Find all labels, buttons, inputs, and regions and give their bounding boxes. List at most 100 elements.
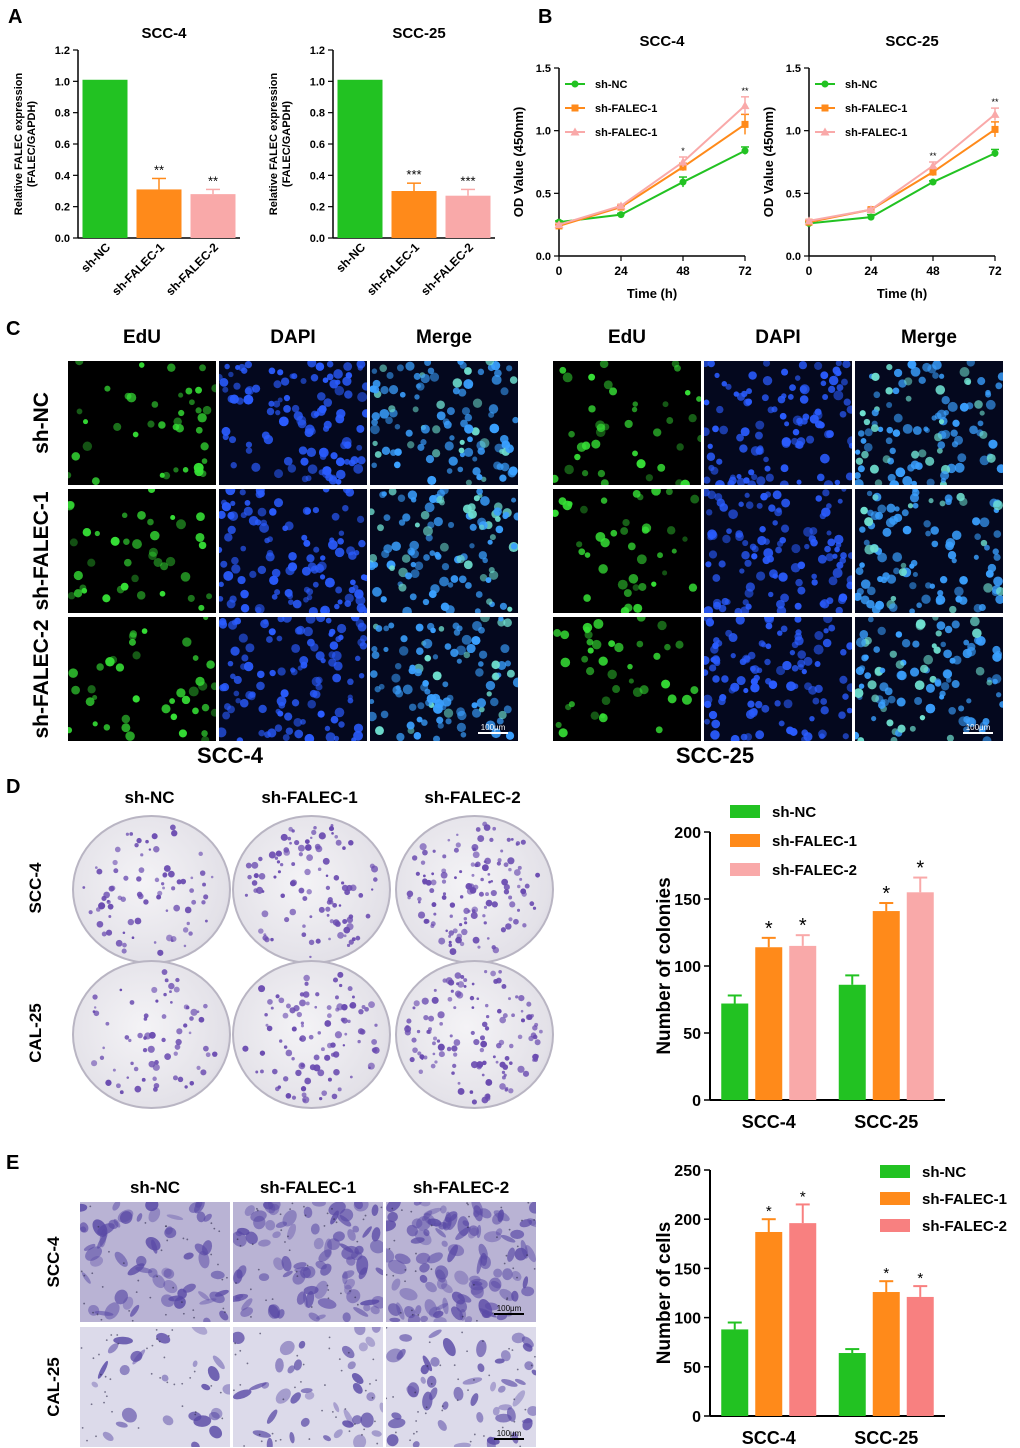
data-point [616, 201, 626, 210]
y-axis-label: OD Value (450nm) [511, 107, 526, 218]
y-tick-label: 0.8 [310, 108, 325, 120]
y-tick-label: 150 [674, 1261, 701, 1278]
y-axis-label: OD Value (450nm) [761, 107, 776, 218]
row-label: sh-FALEC-1 [30, 491, 53, 611]
legend-label: sh-FALEC-1 [845, 103, 907, 115]
y-tick-label: 50 [683, 1026, 701, 1043]
legend-swatch [880, 1165, 910, 1178]
bar [337, 79, 383, 239]
series-line [808, 113, 996, 222]
legend-marker [820, 127, 830, 136]
colony-row-label: SCC-4 [26, 861, 45, 914]
channel-header-edu: EdU [123, 327, 161, 348]
y-tick-label: 0.0 [786, 251, 801, 263]
x-tick-label: SCC-25 [854, 1112, 918, 1132]
y-tick-label: 250 [674, 1163, 701, 1180]
data-point [554, 220, 564, 229]
chart-b-scc25: SCC-25 0.0 0.5 1.0 1.5 0 24 48 72 Time (h) OD Valu… [761, 33, 1002, 301]
significance-mark: ** [208, 173, 218, 188]
data-point [990, 109, 1000, 118]
x-tick-label: SCC-25 [854, 1428, 918, 1448]
significance-mark: * [916, 858, 924, 880]
x-axis-label: Time (h) [877, 286, 927, 301]
scale-bar-label: 100μm [496, 1304, 522, 1313]
x-tick-label: 0 [806, 264, 813, 278]
chart-title: SCC-4 [639, 33, 685, 50]
y-tick-label: 0.2 [55, 202, 70, 214]
transwell-image [386, 1327, 536, 1447]
bar [906, 892, 934, 1100]
data-point [679, 178, 687, 186]
data-point [866, 205, 876, 214]
legend-swatch [730, 863, 760, 876]
significance-mark: ** [154, 162, 164, 177]
legend-marker [821, 80, 829, 88]
y-tick-label: 0.8 [55, 108, 70, 120]
legend-label: sh-NC [772, 804, 816, 821]
significance-mark: ** [741, 86, 749, 96]
bar [136, 189, 182, 238]
y-tick-label: 0.2 [310, 202, 325, 214]
significance-mark: ** [929, 151, 937, 161]
channel-header-edu: EdU [608, 327, 646, 348]
legend-marker [571, 80, 579, 88]
legend-swatch [730, 805, 760, 818]
channel-header-merge: Merge [901, 327, 957, 348]
x-tick-label: sh-NC [333, 240, 368, 275]
legend-marker [570, 127, 580, 136]
micrograph-merge [370, 489, 518, 613]
scale-bar-line [494, 1313, 524, 1315]
bar [872, 1292, 900, 1416]
chart-a-scc25: SCC-25 0.0 0.2 0.4 0.6 0.8 1.0 1.2 Relative FALE… [268, 25, 495, 298]
data-point [929, 168, 937, 176]
y-tick-label: 0 [692, 1093, 701, 1110]
significance-mark: * [800, 1188, 806, 1205]
colony-plate [72, 815, 231, 964]
y-tick-label: 100 [674, 1311, 701, 1328]
data-point [617, 211, 625, 219]
colony-column-header: sh-NC [124, 788, 175, 807]
y-tick-label: 1.2 [55, 45, 70, 57]
transwell-image [233, 1202, 383, 1322]
series-line [558, 149, 746, 224]
transwell-column-header: sh-FALEC-2 [412, 1178, 510, 1197]
y-tick-label: 0.0 [55, 233, 70, 245]
bar [906, 1296, 934, 1416]
data-point [991, 149, 999, 157]
scale-bar: 100μm [494, 1304, 524, 1316]
row-label: sh-FALEC-2 [30, 619, 53, 739]
transwell-image [80, 1202, 230, 1322]
significance-mark: * [765, 918, 773, 940]
colony-plate [395, 960, 554, 1109]
y-axis-label: Relative FALEC expression(FALEC/GAPDH) [13, 73, 38, 216]
significance-mark: * [882, 883, 890, 905]
micrograph-edu [553, 617, 701, 741]
y-tick-label: 1.0 [786, 126, 801, 138]
y-tick-label: 1.2 [310, 45, 325, 57]
y-tick-label: 1.5 [786, 63, 801, 75]
scale-bar-label: 100μm [480, 723, 506, 732]
x-tick-label: SCC-4 [742, 1112, 796, 1132]
chart-e-cells: 0 50 100 150 200 250 Number of cells * * SCC-4 * * S… [654, 1163, 1007, 1448]
y-tick-label: 0.6 [310, 139, 325, 151]
legend-label: sh-FALEC-2 [922, 1218, 1007, 1235]
chart-title: SCC-4 [141, 25, 187, 42]
micrograph-merge [370, 617, 518, 741]
series-line [558, 104, 746, 226]
channel-header-merge: Merge [416, 327, 472, 348]
chart-b-scc4: SCC-4 0.0 0.5 1.0 1.5 0 24 48 72 Time (h) OD Value… [511, 33, 752, 301]
transwell-column-header: sh-FALEC-1 [259, 1178, 357, 1197]
data-point [741, 120, 749, 128]
series-line [808, 152, 996, 225]
y-tick-label: 1.0 [536, 126, 551, 138]
legend-marker [571, 104, 579, 112]
significance-mark: *** [406, 167, 421, 182]
x-axis-label: Time (h) [627, 286, 677, 301]
y-tick-label: 1.5 [536, 63, 551, 75]
micrograph-dapi [219, 617, 367, 741]
legend-label: sh-FALEC-1 [772, 833, 857, 850]
bar [721, 1329, 749, 1416]
data-point [741, 147, 749, 155]
scale-bar-label: 100μm [965, 723, 991, 732]
y-tick-label: 0.0 [536, 251, 551, 263]
